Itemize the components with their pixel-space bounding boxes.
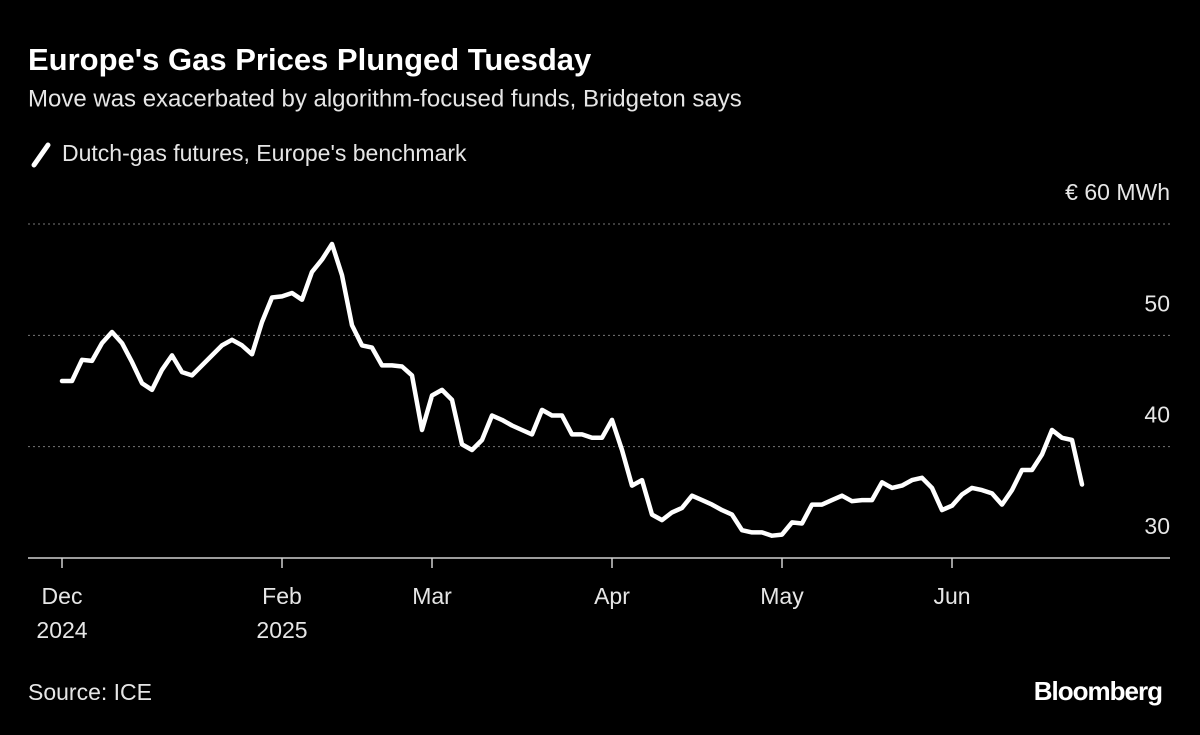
chart-subtitle: Move was exacerbated by algorithm-focuse…: [28, 85, 742, 112]
chart-title: Europe's Gas Prices Plunged Tuesday: [28, 42, 592, 77]
price-line: [59, 241, 1085, 538]
y-tick-label: 50: [1144, 290, 1170, 316]
x-tick-label: Dec 2024: [36, 583, 87, 643]
x-tick-label: Feb 2025: [256, 583, 307, 643]
y-tick-label: 40: [1144, 402, 1170, 428]
source: Source: ICE: [28, 679, 152, 705]
x-tick-label: Jun: [933, 583, 970, 609]
y-tick-label: € 60 MWh: [1065, 179, 1170, 205]
brand: Bloomberg: [1034, 676, 1162, 706]
x-tick-label: Mar: [412, 583, 452, 609]
x-tick-label: May: [760, 583, 804, 609]
legend-swatch: [31, 142, 51, 168]
legend-label: Dutch-gas futures, Europe's benchmark: [62, 140, 467, 166]
y-tick-label: 30: [1144, 513, 1170, 539]
x-tick-label: Apr: [594, 583, 630, 609]
